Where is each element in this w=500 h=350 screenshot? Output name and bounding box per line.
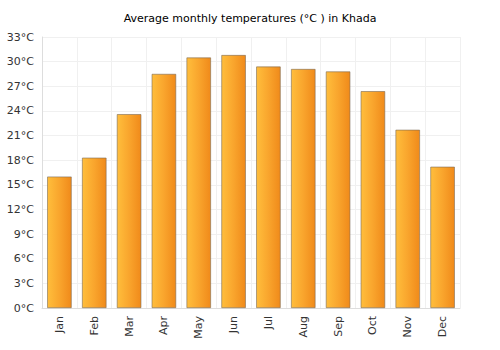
svg-text:33°C: 33°C <box>7 31 34 44</box>
svg-text:18°C: 18°C <box>7 154 34 167</box>
svg-text:Oct: Oct <box>366 315 379 335</box>
svg-text:Jul: Jul <box>262 316 275 330</box>
svg-text:Jan: Jan <box>53 316 66 334</box>
svg-text:21°C: 21°C <box>7 129 34 142</box>
svg-text:Nov: Nov <box>401 316 414 338</box>
svg-text:Feb: Feb <box>88 316 101 335</box>
svg-text:Average monthly temperatures (: Average monthly temperatures (°C ) in Kh… <box>124 12 377 25</box>
svg-text:6°C: 6°C <box>14 252 34 265</box>
svg-text:3°C: 3°C <box>14 277 34 290</box>
svg-text:Aug: Aug <box>297 316 310 337</box>
svg-text:9°C: 9°C <box>14 228 34 241</box>
svg-text:12°C: 12°C <box>7 203 34 216</box>
svg-text:27°C: 27°C <box>7 80 34 93</box>
svg-text:24°C: 24°C <box>7 104 34 117</box>
svg-text:Mar: Mar <box>123 316 136 337</box>
svg-text:30°C: 30°C <box>7 55 34 68</box>
svg-text:Jun: Jun <box>227 316 240 334</box>
svg-text:Sep: Sep <box>332 316 345 337</box>
svg-text:15°C: 15°C <box>7 178 34 191</box>
svg-text:Apr: Apr <box>157 316 170 336</box>
svg-text:0°C: 0°C <box>14 302 34 315</box>
svg-text:Dec: Dec <box>436 316 449 337</box>
svg-text:May: May <box>192 316 205 339</box>
